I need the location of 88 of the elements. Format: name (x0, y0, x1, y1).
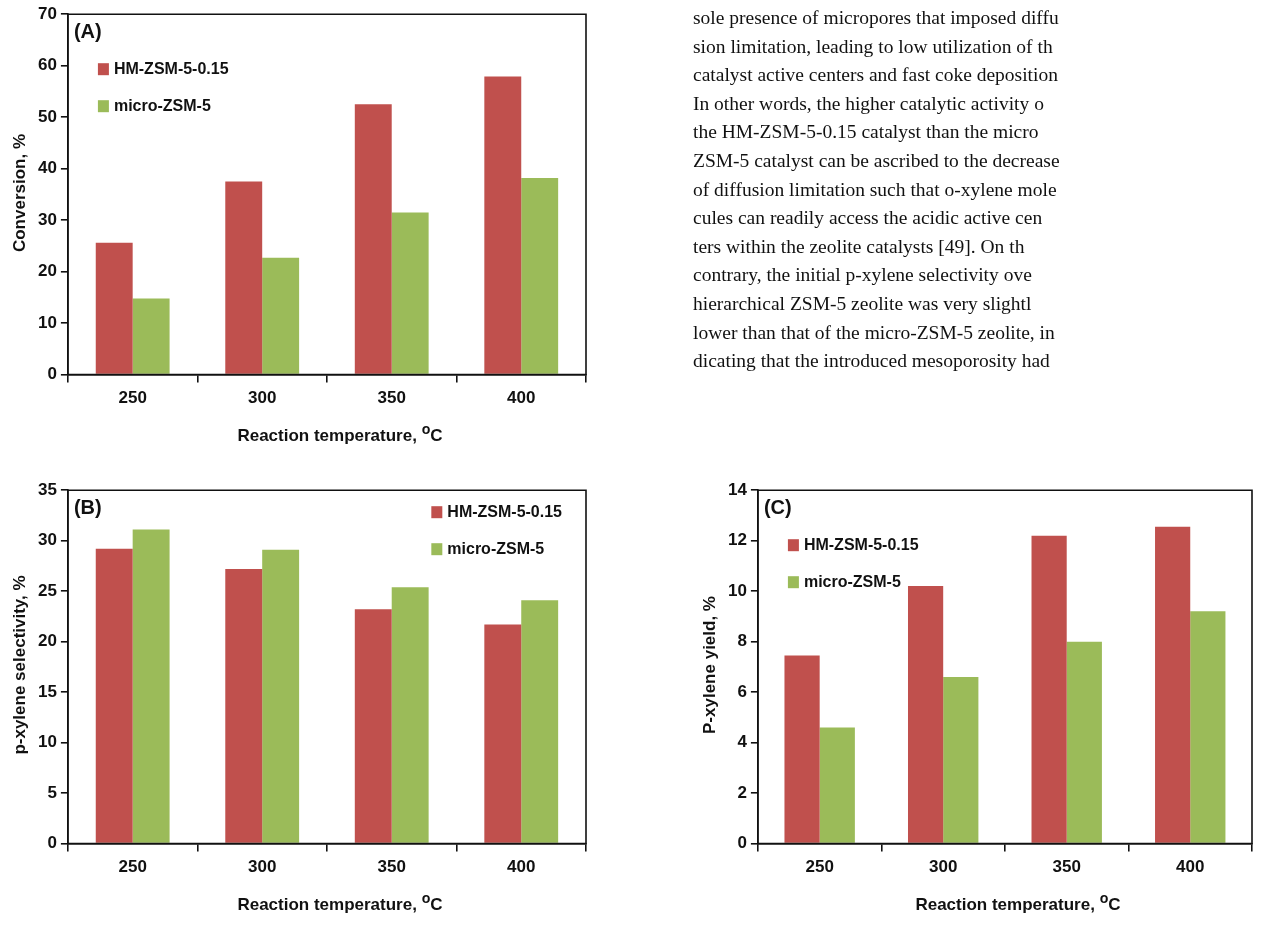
bar (1066, 641, 1102, 843)
bar (354, 609, 392, 843)
y-tick-label: 0 (47, 833, 57, 853)
y-tick-label: 60 (37, 55, 57, 75)
y-tick-label: 30 (37, 209, 57, 229)
text: catalyst active centers and fast coke deposition (693, 63, 1059, 88)
y-tick-label: 4 (737, 732, 748, 752)
x-tick-label: 400 (507, 388, 536, 408)
text: sole presence of micropores that imposed diffu (693, 6, 1060, 30)
y-tick-label: 70 (37, 3, 57, 23)
x-axis-title: Reaction temperature, $^{o}$C (915, 890, 1121, 915)
annotation: (C) (763, 495, 792, 518)
x-tick-label: 250 (118, 857, 147, 877)
x-tick-label: 350 (377, 388, 406, 408)
text: dicating that the introduced mesoporosity had (693, 349, 1051, 374)
y-tick-label: 2 (737, 782, 747, 802)
x-tick-label: 350 (377, 857, 406, 877)
text: ZSM-5 catalyst can be ascribed to the decrease (693, 148, 1060, 173)
y-tick-label: 40 (37, 158, 57, 178)
y-tick-label: 30 (37, 530, 57, 550)
y-axis-title: P-xylene yield, % (700, 596, 720, 734)
bar (132, 529, 170, 843)
x-axis-title: Reaction temperature, $^{o}$C (237, 421, 443, 446)
text: In other words, the higher catalytic activity o (693, 91, 1045, 116)
y-tick-label: 10 (37, 732, 57, 752)
y-axis-title: p-xylene selectivity, % (10, 575, 30, 755)
bar (391, 587, 429, 843)
text: hierarchical ZSM-5 zeolite was very slightl (693, 291, 1033, 316)
text: cules can readily access the acidic active cen (693, 206, 1044, 231)
text: of diffusion limitation such that o-xylene mole (693, 177, 1058, 202)
y-tick-label: 10 (37, 312, 57, 332)
x-tick-label: 300 (929, 857, 958, 877)
x-tick-label: 250 (805, 857, 834, 877)
y-tick-label: 12 (727, 530, 747, 550)
bar (521, 600, 559, 843)
x-tick-label: 400 (507, 857, 536, 877)
x-tick-label: 300 (248, 388, 277, 408)
y-tick-label: 25 (37, 580, 57, 600)
bar (262, 549, 300, 843)
x-tick-label: 400 (1176, 857, 1205, 877)
y-tick-label: 6 (737, 681, 747, 701)
y-tick-label: 0 (47, 364, 57, 384)
text: ters within the zeolite catalysts [49]. On th (693, 234, 1026, 259)
y-tick-label: 20 (37, 631, 57, 651)
y-tick-label: 5 (47, 782, 57, 802)
y-tick-label: 8 (737, 631, 747, 651)
y-tick-label: 14 (727, 479, 748, 499)
bar (95, 242, 133, 374)
bar (95, 548, 133, 843)
y-axis-title: Conversion, % (10, 133, 30, 252)
text: lower than that of the micro-ZSM-5 zeolite, in (693, 320, 1056, 345)
bar (1190, 611, 1226, 843)
x-tick-label: 350 (1052, 857, 1081, 877)
legend-label: HM-ZSM-5-0.15 (803, 535, 919, 553)
bar (132, 298, 170, 374)
y-tick-label: 20 (37, 261, 57, 281)
bar (354, 104, 392, 374)
text: sion limitation, leading to low utilization of th (693, 34, 1054, 59)
bar (907, 586, 944, 843)
bar (391, 212, 429, 374)
y-tick-label: 15 (37, 681, 57, 701)
bar (1155, 526, 1191, 843)
y-tick-label: 0 (737, 833, 747, 853)
legend-label: micro-ZSM-5 (113, 96, 211, 114)
x-axis-title: Reaction temperature, $^{o}$C (237, 890, 443, 915)
legend-label: micro-ZSM-5 (803, 572, 901, 590)
bar (262, 257, 300, 374)
annotation: (A) (73, 19, 102, 42)
y-tick-label: 10 (727, 580, 747, 600)
bar (521, 177, 559, 374)
bar (484, 76, 522, 374)
bar (1031, 535, 1067, 843)
annotation: (B) (73, 495, 102, 518)
bar (484, 624, 522, 843)
bar (225, 568, 263, 843)
y-tick-label: 50 (37, 106, 57, 126)
y-tick-label: 35 (37, 479, 57, 499)
text: the HM-ZSM-5-0.15 catalyst than the micro (693, 120, 1040, 145)
x-tick-label: 250 (118, 388, 147, 408)
x-tick-label: 300 (248, 857, 277, 877)
bar (225, 181, 263, 374)
bar (819, 727, 855, 843)
bar (784, 655, 820, 843)
legend-label: HM-ZSM-5-0.15 (447, 502, 563, 520)
legend-label: micro-ZSM-5 (447, 539, 545, 557)
text: contrary, the initial p-xylene selectivity ove (693, 263, 1033, 288)
legend-label: HM-ZSM-5-0.15 (113, 59, 229, 77)
bar (943, 677, 979, 843)
